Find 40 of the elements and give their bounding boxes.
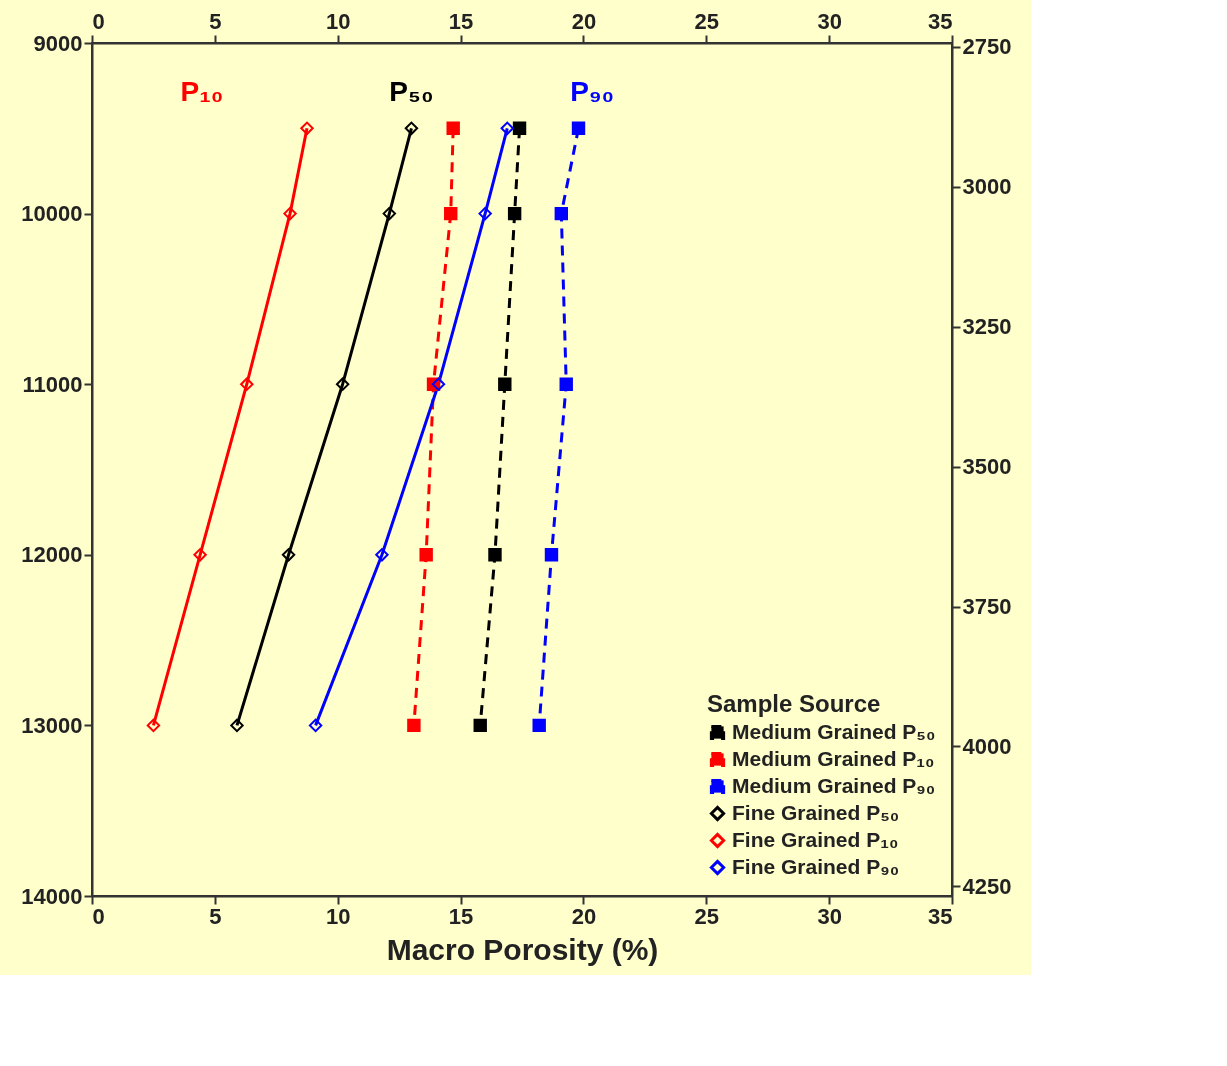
- x-tick-label: 0: [92, 903, 105, 929]
- legend-label: Medium Grained P₉₀: [732, 773, 936, 797]
- annotation: P₅₀: [389, 76, 434, 107]
- x-tick-label: 25: [694, 903, 720, 929]
- x2-tick-label: 0: [92, 8, 105, 34]
- y-tick-label: 13000: [21, 712, 83, 738]
- y-tick-label: 12000: [21, 542, 83, 568]
- x2-tick-label: 5: [209, 8, 222, 34]
- y2-tick-label: 4000: [962, 733, 1012, 759]
- y-tick-label: 11000: [22, 371, 83, 397]
- y2-tick-label: 3750: [962, 594, 1012, 620]
- y-tick-label: 9000: [33, 30, 83, 56]
- y2-tick-label: 4250: [962, 873, 1012, 899]
- x-tick-label: 15: [448, 903, 474, 929]
- legend-label: Fine Grained P₁₀: [732, 827, 899, 851]
- x2-tick-label: 30: [817, 8, 842, 34]
- x-tick-label: 35: [928, 903, 953, 929]
- legend-title: Sample Source: [707, 690, 881, 717]
- y2-tick-label: 3000: [962, 174, 1012, 200]
- y2-tick-label: 2750: [962, 34, 1012, 60]
- x-tick-label: 10: [325, 903, 351, 929]
- x2-tick-label: 20: [571, 8, 597, 34]
- x2-tick-label: 10: [325, 8, 351, 34]
- legend-label: Fine Grained P₉₀: [732, 854, 900, 878]
- x-tick-label: 30: [817, 903, 842, 929]
- x-axis-title: Macro Porosity (%): [386, 932, 659, 966]
- x2-tick-label: 25: [694, 8, 720, 34]
- legend-label: Fine Grained P₅₀: [732, 800, 900, 824]
- annotation: P₉₀: [570, 76, 615, 107]
- y2-tick-label: 3500: [962, 454, 1012, 480]
- y-tick-label: 10000: [21, 201, 83, 227]
- y2-tick-label: 3250: [962, 314, 1012, 340]
- annotation: P₁₀: [180, 76, 224, 107]
- x2-tick-label: 35: [928, 8, 953, 34]
- x-tick-label: 5: [209, 903, 222, 929]
- x-tick-label: 20: [571, 903, 597, 929]
- legend-label: Medium Grained P₁₀: [732, 746, 935, 770]
- x2-tick-label: 15: [448, 8, 474, 34]
- y-tick-label: 14000: [21, 883, 83, 909]
- legend-label: Medium Grained P₅₀: [732, 719, 936, 743]
